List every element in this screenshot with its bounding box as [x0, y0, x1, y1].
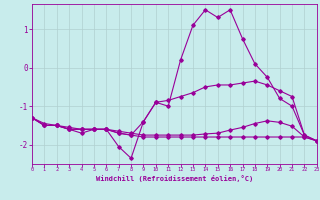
X-axis label: Windchill (Refroidissement éolien,°C): Windchill (Refroidissement éolien,°C) — [96, 175, 253, 182]
